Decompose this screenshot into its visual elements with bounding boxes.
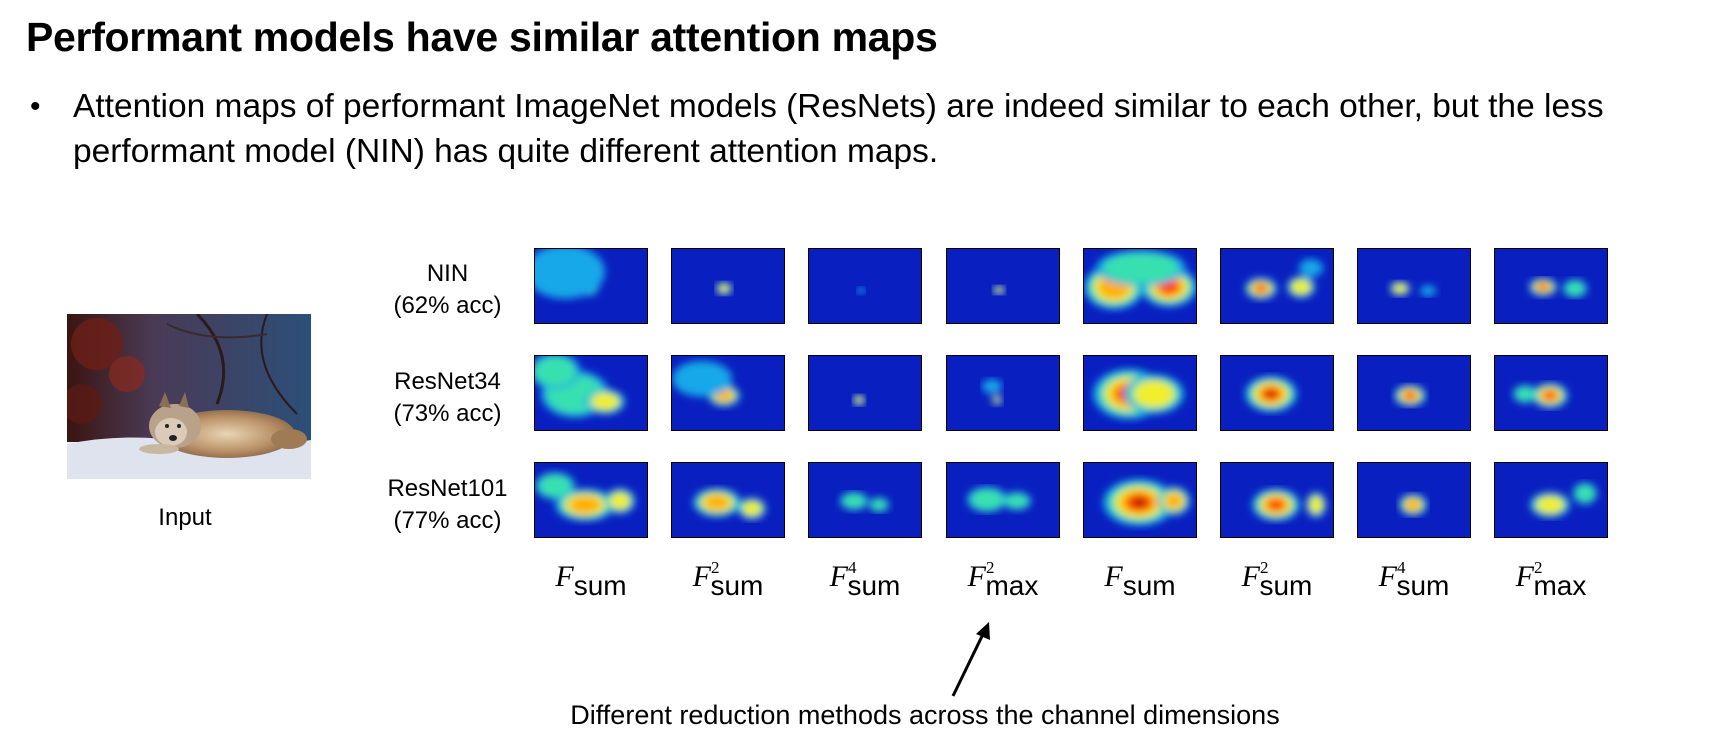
attention-map-resnet34-6 — [1220, 355, 1334, 431]
attention-map-nin-6 — [1220, 248, 1334, 324]
attention-map-resnet34-1 — [534, 355, 648, 431]
attention-map-resnet34-2 — [671, 355, 785, 431]
attention-map-resnet101-1 — [534, 462, 648, 538]
column-label-4: F2max — [933, 558, 1073, 601]
attention-map-resnet34-7 — [1357, 355, 1471, 431]
attention-map-resnet34-8 — [1494, 355, 1608, 431]
attention-map-nin-2 — [671, 248, 785, 324]
attention-map-nin-8 — [1494, 248, 1608, 324]
column-label-2: F2sum — [658, 558, 798, 601]
row-model-name: ResNet101 — [387, 475, 508, 502]
formula-subscript: max — [1533, 570, 1587, 601]
formula-subscript: max — [985, 570, 1039, 601]
formula-symbol: F — [1241, 560, 1260, 593]
formula-subscript: sum — [1259, 570, 1313, 601]
formula-exponent: 2 — [1533, 558, 1543, 577]
column-label-8: F2max — [1481, 558, 1621, 601]
attention-map-resnet34-5 — [1083, 355, 1197, 431]
column-label-1: Fsum — [521, 560, 661, 601]
attention-map-nin-3 — [808, 248, 922, 324]
caption: Different reduction methods across the c… — [570, 700, 1280, 730]
attention-map-resnet101-3 — [808, 462, 922, 538]
column-label-7: F4sum — [1344, 558, 1484, 601]
formula-symbol: F — [829, 560, 848, 593]
formula-symbol: F — [967, 560, 986, 593]
row-label-nin: NIN (62% acc) — [360, 258, 535, 322]
column-label-5: Fsum — [1070, 560, 1210, 601]
attention-map-resnet101-8 — [1494, 462, 1608, 538]
row-model-name: ResNet34 — [394, 368, 501, 395]
formula-exponent: 2 — [1259, 558, 1269, 577]
row-accuracy: (62% acc) — [393, 292, 502, 319]
attention-map-nin-7 — [1357, 248, 1471, 324]
formula-subscript: sum — [1396, 570, 1450, 601]
row-accuracy: (73% acc) — [393, 400, 502, 427]
formula-symbol: F — [1378, 560, 1397, 593]
formula-subscript: sum — [847, 570, 901, 601]
attention-map-resnet34-3 — [808, 355, 922, 431]
input-label: Input — [158, 504, 212, 531]
arrow-icon — [951, 622, 990, 697]
row-accuracy: (77% acc) — [393, 507, 502, 534]
bullet-text: Attention maps of performant ImageNet mo… — [73, 88, 1604, 170]
formula-subscript: sum — [710, 570, 764, 601]
attention-map-resnet101-5 — [1083, 462, 1197, 538]
attention-map-resnet101-7 — [1357, 462, 1471, 538]
formula-exponent: 4 — [1396, 558, 1406, 577]
attention-map-nin-1 — [534, 248, 648, 324]
attention-map-resnet34-4 — [946, 355, 1060, 431]
attention-map-resnet101-2 — [671, 462, 785, 538]
formula-subscript: sum — [1122, 570, 1176, 601]
row-label-resnet34: ResNet34 (73% acc) — [360, 366, 535, 430]
bullet-marker: • — [30, 90, 41, 123]
attention-map-resnet101-6 — [1220, 462, 1334, 538]
attention-map-resnet101-4 — [946, 462, 1060, 538]
formula-symbol: F — [1104, 560, 1123, 593]
column-label-6: F2sum — [1207, 558, 1347, 601]
formula-symbol: F — [1515, 560, 1534, 593]
row-label-resnet101: ResNet101 (77% acc) — [360, 473, 535, 537]
row-model-name: NIN — [426, 260, 469, 287]
formula-symbol: F — [692, 560, 711, 593]
formula-subscript: sum — [573, 570, 627, 601]
attention-map-nin-5 — [1083, 248, 1197, 324]
input-image — [67, 314, 311, 479]
slide-title: Performant models have similar attention… — [26, 14, 938, 60]
attention-map-nin-4 — [946, 248, 1060, 324]
formula-symbol: F — [555, 560, 574, 593]
column-label-3: F4sum — [795, 558, 935, 601]
formula-exponent: 2 — [985, 558, 995, 577]
formula-exponent: 2 — [710, 558, 720, 577]
formula-exponent: 4 — [847, 558, 857, 577]
